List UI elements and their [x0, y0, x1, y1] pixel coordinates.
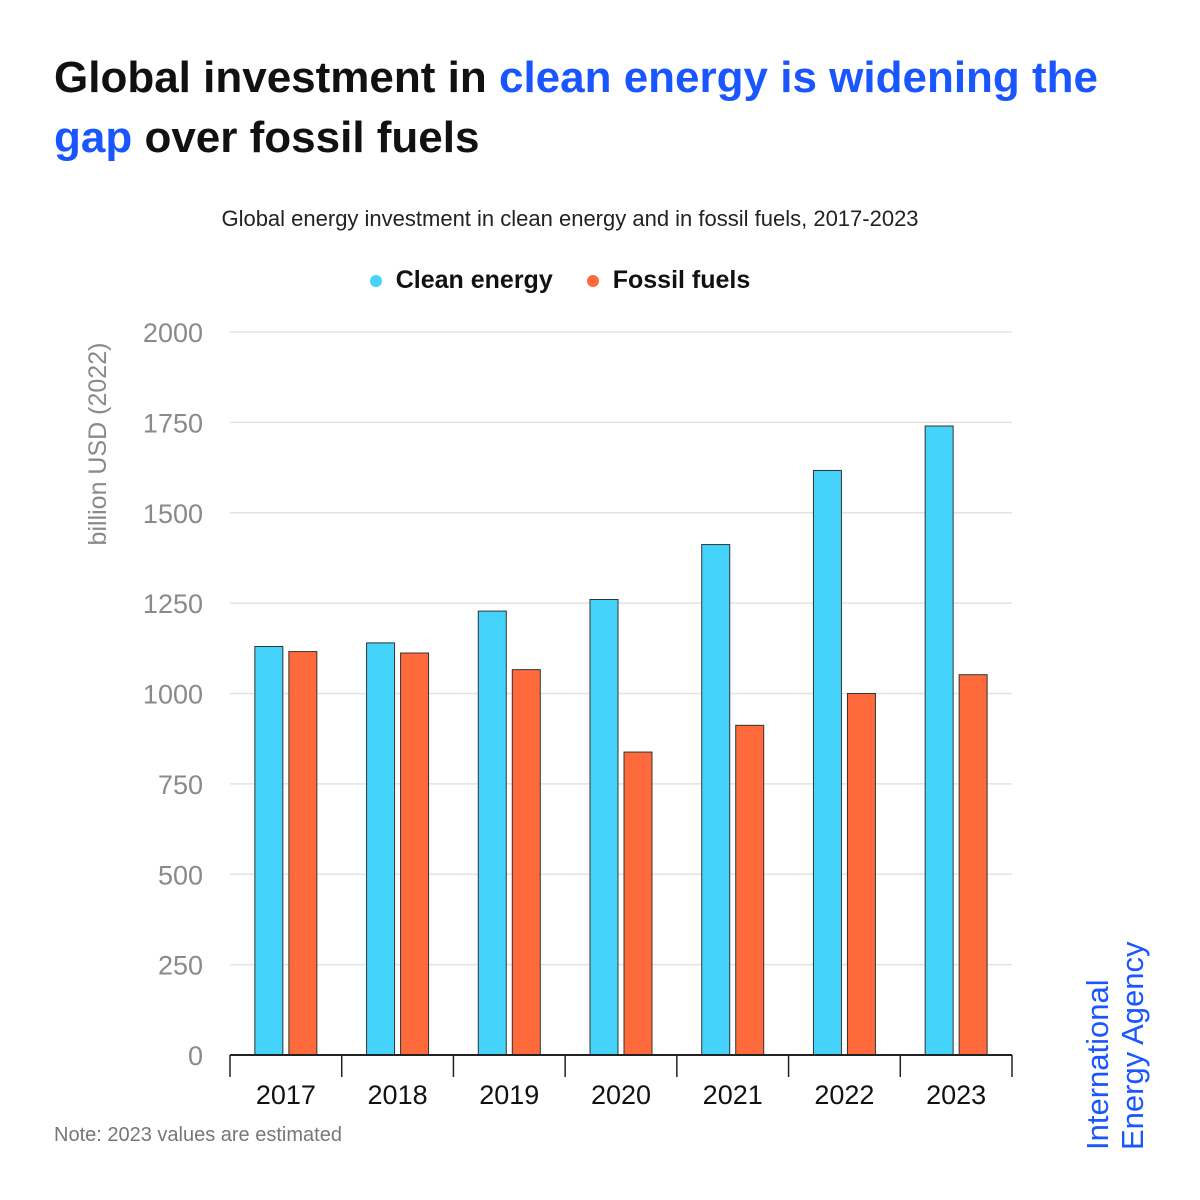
x-tick-label: 2021 — [703, 1080, 763, 1110]
headline-part2: over fossil fuels — [132, 113, 480, 162]
y-tick-label: 1250 — [143, 589, 203, 619]
legend-label-fossil-fuels: Fossil fuels — [612, 266, 751, 294]
legend-item-clean-energy: Clean energy — [369, 266, 553, 295]
x-tick-label: 2022 — [814, 1080, 874, 1110]
chart-legend: Clean energy Fossil fuels — [0, 266, 1120, 295]
y-tick-label: 250 — [158, 951, 203, 981]
y-tick-label: 1000 — [143, 680, 203, 710]
x-tick-label: 2020 — [591, 1080, 651, 1110]
x-tick-label: 2018 — [368, 1080, 428, 1110]
legend-swatch-clean-energy — [369, 274, 382, 287]
headline-part1: Global investment in — [54, 53, 499, 102]
x-tick-label: 2019 — [479, 1080, 539, 1110]
brand-line-2: Energy Agency — [1115, 941, 1150, 1150]
bar-fossil-fuels-2017 — [288, 651, 318, 1056]
legend-swatch-fossil-fuels — [586, 274, 599, 287]
legend-item-fossil-fuels: Fossil fuels — [586, 266, 751, 295]
iea-logo: International Energy Agency — [1080, 941, 1150, 1150]
bar-fossil-fuels-2022 — [846, 693, 876, 1056]
bar-fossil-fuels-2018 — [400, 652, 430, 1056]
headline: Global investment in clean energy is wid… — [54, 48, 1154, 168]
x-tick-label: 2023 — [926, 1080, 986, 1110]
bar-fossil-fuels-2019 — [511, 669, 541, 1056]
bar-clean-energy-2020 — [589, 599, 619, 1056]
brand-line-1: International — [1080, 979, 1115, 1150]
y-tick-label: 0 — [188, 1041, 203, 1071]
headline-highlight: clean energy is widening the gap — [54, 53, 1099, 162]
y-tick-label: 750 — [158, 770, 203, 800]
bar-clean-energy-2018 — [366, 642, 396, 1056]
y-tick-label: 1500 — [143, 499, 203, 529]
chart-title: Global energy investment in clean energy… — [221, 206, 919, 231]
y-axis-label: billion USD (2022) — [84, 343, 112, 546]
bar-clean-energy-2023 — [924, 425, 954, 1056]
x-tick-label: 2017 — [256, 1080, 316, 1110]
bar-fossil-fuels-2020 — [623, 751, 653, 1056]
legend-label-clean-energy: Clean energy — [395, 266, 553, 294]
bar-fossil-fuels-2021 — [735, 724, 765, 1056]
footnote: Note: 2023 values are estimated — [54, 1124, 342, 1146]
y-tick-label: 1750 — [143, 408, 203, 438]
bar-clean-energy-2021 — [701, 544, 731, 1056]
bar-clean-energy-2022 — [812, 469, 842, 1056]
y-tick-label: 2000 — [143, 318, 203, 348]
y-tick-label: 500 — [158, 860, 203, 890]
bar-clean-energy-2019 — [477, 610, 507, 1056]
bar-fossil-fuels-2023 — [958, 674, 988, 1056]
bar-clean-energy-2017 — [254, 646, 284, 1056]
